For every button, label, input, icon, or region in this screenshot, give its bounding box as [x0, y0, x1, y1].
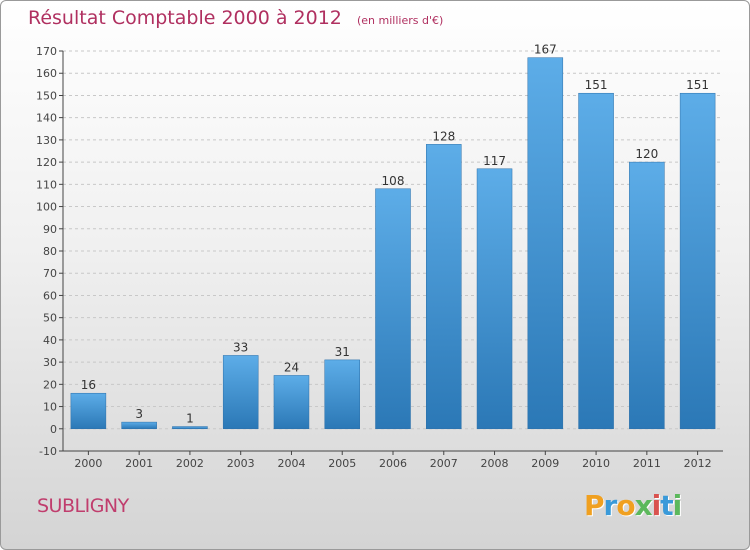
data-label: 108	[382, 174, 405, 188]
data-label: 167	[534, 43, 557, 57]
brand-letter: r	[603, 489, 618, 522]
y-tick-label: 80	[43, 245, 57, 258]
place-name: SUBLIGNY	[37, 495, 129, 517]
bar	[578, 92, 614, 430]
bar	[476, 168, 513, 430]
brand-letter: P	[584, 489, 605, 522]
x-tick-label: 2000	[74, 457, 102, 470]
y-tick-label: 50	[43, 312, 57, 325]
bar	[273, 375, 310, 430]
data-label: 3	[135, 407, 143, 421]
brand-letter: x	[634, 489, 653, 522]
bar	[121, 421, 157, 430]
x-tick-label: 2002	[176, 457, 204, 470]
bar	[426, 144, 462, 430]
y-tick-label: 30	[43, 356, 57, 369]
brand-letter: i	[672, 489, 683, 522]
y-tick-label: 140	[36, 112, 57, 125]
axes	[59, 50, 723, 455]
bars	[70, 57, 716, 430]
bar	[222, 355, 259, 430]
y-tick-label: 20	[43, 378, 57, 391]
y-tick-label: 70	[43, 267, 57, 280]
x-tick-label: 2001	[125, 457, 153, 470]
x-tick-label: 2005	[328, 457, 356, 470]
brand-letter: o	[616, 489, 635, 522]
data-label: 31	[335, 345, 350, 359]
brand-logo: Proxiti	[584, 489, 683, 522]
data-label: 128	[432, 129, 455, 143]
bar	[70, 392, 107, 430]
x-tick-label: 2006	[379, 457, 407, 470]
x-tick-label: 2010	[582, 457, 610, 470]
x-tick-label: 2009	[531, 457, 559, 470]
y-tick-label: 0	[50, 423, 57, 436]
title-row: Résultat Comptable 2000 à 2012 (en milli…	[28, 7, 443, 29]
data-label: 24	[284, 360, 299, 374]
data-label: 16	[81, 378, 96, 392]
x-tick-label: 2007	[430, 457, 458, 470]
brand-letter: i	[651, 489, 662, 522]
y-tick-label: 170	[36, 45, 57, 58]
labels: -10 0 10 20 30 40 50 60 70 80 90 100 110 120 130 140 150…	[36, 43, 712, 470]
data-label: 151	[686, 78, 709, 92]
bar	[629, 161, 665, 430]
y-tick-label: 60	[43, 289, 57, 302]
data-label: 33	[233, 340, 248, 354]
data-label: 117	[483, 154, 506, 168]
data-label: 1	[186, 412, 194, 426]
x-tick-label: 2008	[481, 457, 509, 470]
y-tick-label: 90	[43, 223, 57, 236]
bar	[527, 57, 564, 430]
y-tick-label: 40	[43, 334, 57, 347]
bar	[172, 426, 208, 430]
data-label: 151	[585, 78, 608, 92]
x-tick-label: 2011	[633, 457, 661, 470]
y-tick-label: -10	[39, 445, 57, 458]
y-tick-label: 120	[36, 156, 57, 169]
bar	[679, 92, 716, 430]
y-tick-label: 110	[36, 178, 57, 191]
y-tick-label: 130	[36, 134, 57, 147]
bar	[324, 359, 360, 430]
x-tick-label: 2004	[277, 457, 305, 470]
chart-title: Résultat Comptable 2000 à 2012	[28, 7, 342, 29]
y-tick-label: 150	[36, 89, 57, 102]
brand-letter: t	[660, 489, 673, 522]
y-tick-label: 10	[43, 401, 57, 414]
bar	[375, 188, 411, 430]
y-tick-label: 100	[36, 201, 57, 214]
y-tick-label: 160	[36, 67, 57, 80]
x-tick-label: 2003	[227, 457, 255, 470]
x-tick-label: 2012	[684, 457, 712, 470]
data-label: 120	[635, 147, 658, 161]
chart-subtitle: (en milliers d'€)	[356, 14, 444, 27]
